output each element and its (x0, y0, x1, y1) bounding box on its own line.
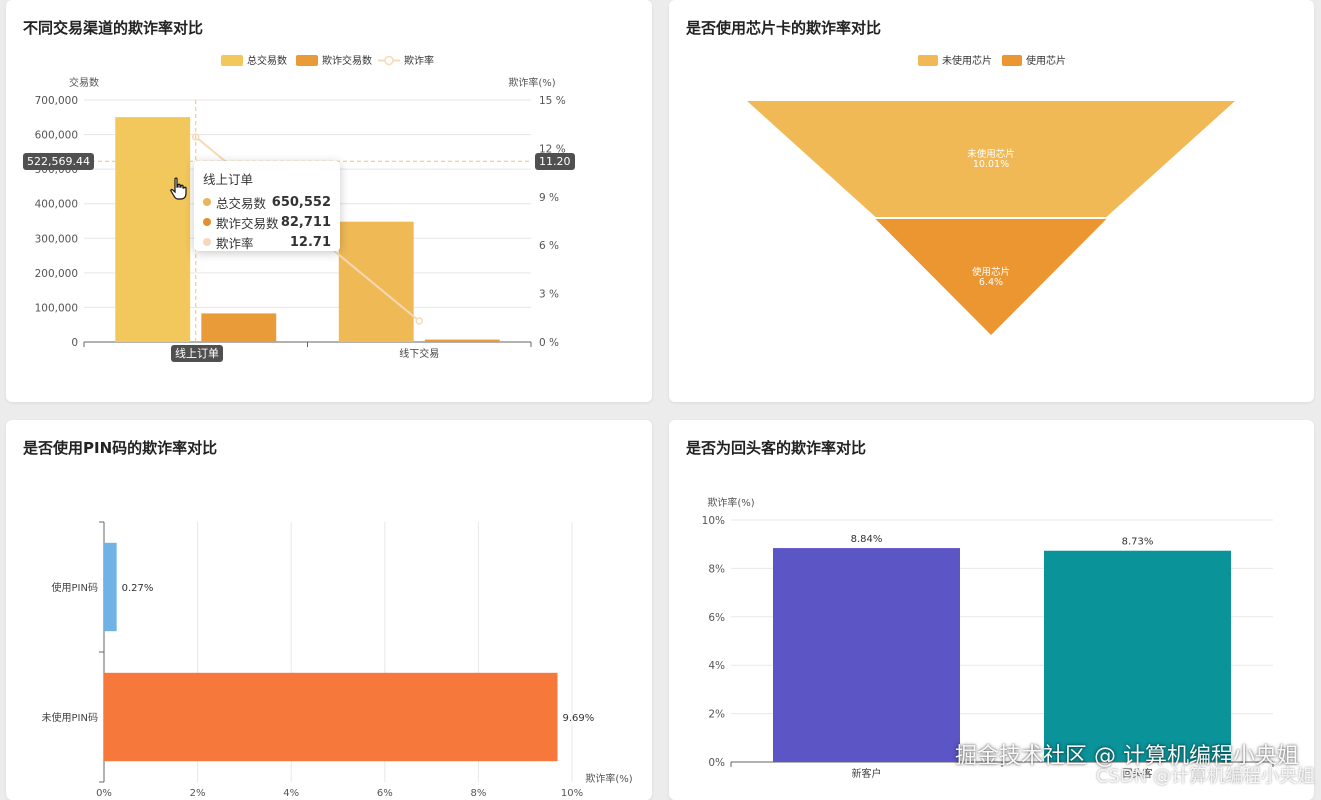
legend-swatch[interactable] (918, 55, 938, 66)
tooltip-row-value: 82,711 (280, 214, 331, 230)
legend-swatch[interactable] (1002, 55, 1022, 66)
bar-新客户[interactable] (773, 548, 960, 762)
x-axis-title: 欺诈率(%) (585, 772, 632, 785)
axis-pointer-category-label: 线上订单 (171, 345, 223, 362)
card-chip-fraud: 是否使用芯片卡的欺诈率对比 未使用芯片 使用芯片 未使用芯片 10.01% 使用芯片 6.… (669, 0, 1314, 402)
funnel-label-value: 6.4% (979, 277, 1003, 288)
card-repeat-fraud: 是否为回头客的欺诈率对比 欺诈率(%) 0% 2% 4% 6% 8% 10% 8.84% 新客户… (669, 420, 1314, 800)
y-tick-label-right: 15 % (539, 95, 566, 107)
tooltip-row-value: 12.71 (289, 234, 331, 250)
bar-value-label: 8.84% (851, 534, 883, 545)
y-tick-label-left: 100,000 (35, 302, 78, 314)
tooltip-dot (203, 238, 211, 246)
y-tick-label: 6% (708, 612, 725, 624)
tooltip-row-value: 650,552 (271, 194, 331, 210)
legend-swatch[interactable] (296, 55, 318, 66)
tooltip-title: 线上订单 (203, 172, 254, 187)
y-axis-right-title: 欺诈率(%) (508, 76, 555, 89)
y-tick-label-right: 12 % (539, 143, 566, 155)
y-tick-label-right: 3 % (539, 289, 559, 301)
y-tick-label: 8% (708, 563, 725, 575)
y-tick-label-right: 9 % (539, 192, 559, 204)
y-tick-label-right: 6 % (539, 240, 559, 252)
x-tick-label: 线下交易 (399, 347, 439, 360)
legend-swatch[interactable] (221, 55, 243, 66)
bar-未使用PIN码[interactable] (104, 672, 558, 762)
watermark-primary: 掘金技术社区 @ 计算机编程小央姐 (955, 744, 1299, 769)
tooltip-row: 欺诈率 12.71 (203, 232, 331, 252)
y-tick-label: 未使用PIN码 (42, 711, 98, 724)
card-title: 是否为回头客的欺诈率对比 (686, 439, 867, 457)
bar-使用PIN码[interactable] (104, 542, 117, 632)
tooltip-row: 总交易数 650,552 (203, 192, 331, 212)
bar-value-label: 0.27% (122, 583, 154, 594)
legend-label[interactable]: 总交易数 (247, 54, 287, 67)
y-tick-label: 10% (702, 515, 725, 527)
tooltip-row: 欺诈交易数 82,711 (203, 212, 331, 232)
tooltip-dot (203, 198, 211, 206)
chart-tooltip: 线上订单 总交易数 650,552 欺诈交易数 82,711 欺诈率 12.71 (194, 161, 340, 251)
axis-pointer-right-label: 11.20 (535, 153, 575, 170)
legend-label[interactable]: 欺诈交易数 (322, 54, 372, 67)
card-pin-fraud: 是否使用PIN码的欺诈率对比 0% 2% 4% 6% 8% 10% 使用PIN码 0.27% 未… (6, 420, 652, 800)
funnel-label-name: 使用芯片 (972, 266, 1010, 278)
tooltip-row-label: 欺诈率 (216, 235, 254, 251)
y-tick-label-left: 0 (71, 337, 78, 349)
y-tick-label: 0% (708, 757, 725, 769)
x-tick-label: 新客户 (852, 767, 882, 780)
funnel-segment-使用芯片[interactable] (875, 219, 1107, 335)
bar-总交易数[interactable] (338, 221, 414, 342)
y-tick-label: 2% (708, 709, 725, 721)
axis-pointer-left-label: 522,569.44 (23, 153, 94, 170)
y-axis-left-title: 交易数 (69, 76, 99, 89)
y-tick-label-right: 0 % (539, 337, 559, 349)
bar-欺诈交易数[interactable] (424, 339, 500, 342)
card-channel-fraud: 不同交易渠道的欺诈率对比 总交易数 欺诈交易数 欺诈率 交易数 欺诈率(%) 0 100,0… (6, 0, 652, 402)
bar-欺诈交易数[interactable] (201, 313, 277, 342)
bar-总交易数[interactable] (115, 117, 191, 342)
chart-repeat-fraud[interactable]: 欺诈率(%) 0% 2% 4% 6% 8% 10% 8.84% 新客户 8.73% 回头客 (669, 420, 1314, 800)
card-title: 是否使用芯片卡的欺诈率对比 (686, 19, 882, 37)
bar-value-label: 9.69% (562, 713, 594, 724)
card-title: 不同交易渠道的欺诈率对比 (23, 19, 204, 37)
legend-label[interactable]: 欺诈率 (404, 54, 434, 67)
legend-label[interactable]: 未使用芯片 (942, 54, 992, 67)
legend-marker (384, 55, 394, 66)
y-tick-label-left: 200,000 (35, 268, 78, 280)
tooltip-dot (203, 218, 211, 226)
y-tick-label-left: 600,000 (35, 130, 78, 142)
y-axis-title: 欺诈率(%) (707, 496, 754, 509)
y-tick-label-left: 700,000 (35, 95, 78, 107)
hand-cursor-icon (170, 177, 187, 200)
line-point[interactable] (415, 317, 423, 325)
card-title: 是否使用PIN码的欺诈率对比 (23, 439, 218, 457)
y-tick-label-left: 300,000 (35, 233, 78, 245)
funnel-label-value: 10.01% (973, 159, 1009, 170)
tooltip-row-label: 总交易数 (216, 195, 267, 211)
bar-value-label: 8.73% (1122, 537, 1154, 548)
y-tick-label-left: 400,000 (35, 199, 78, 211)
legend-label[interactable]: 使用芯片 (1026, 54, 1066, 67)
tooltip-row-label: 欺诈交易数 (216, 215, 279, 231)
x-tick-label: 回头客 (1123, 767, 1153, 780)
bar-回头客[interactable] (1044, 550, 1231, 762)
y-tick-label: 4% (708, 660, 725, 672)
chart-pin-fraud[interactable]: 0% 2% 4% 6% 8% 10%使用PIN码 0.27%未使用PIN码 9.69%欺诈率(… (6, 420, 652, 800)
y-tick-label: 使用PIN码 (52, 581, 98, 594)
funnel-label-name: 未使用芯片 (967, 148, 1015, 160)
watermark-secondary: CSDN @计算机编程小央姐 (1095, 766, 1315, 787)
funnel-segment-未使用芯片[interactable] (747, 101, 1235, 217)
